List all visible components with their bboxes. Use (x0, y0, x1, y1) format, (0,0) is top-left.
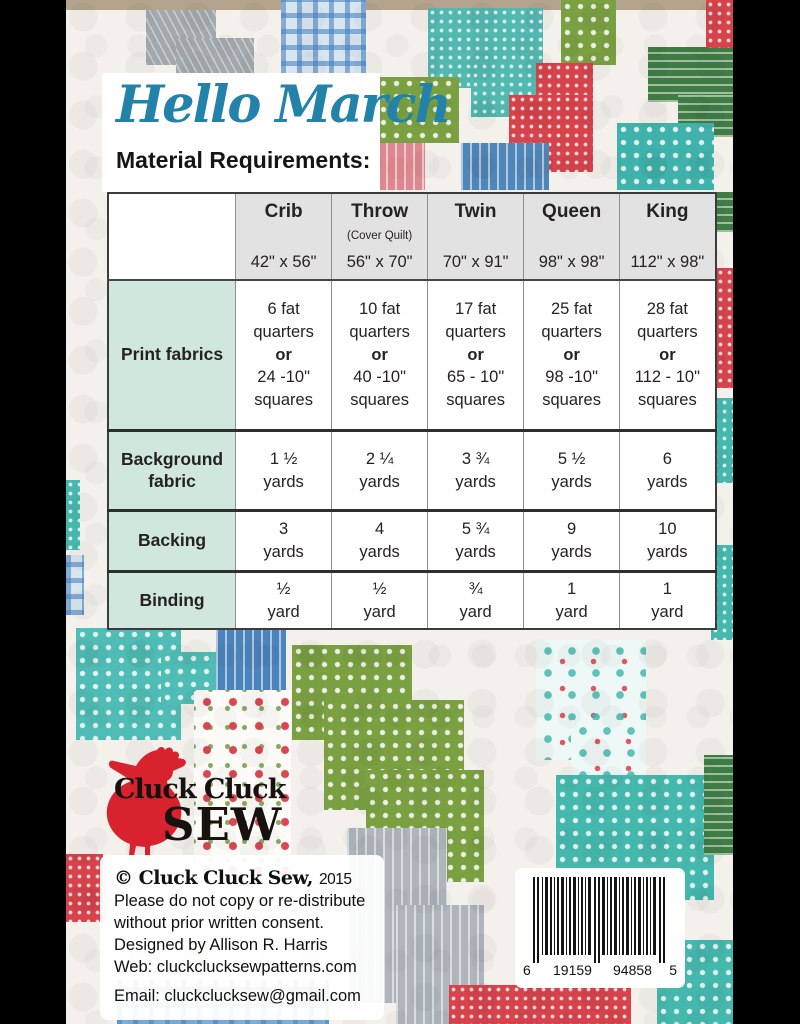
cell-print-crib: 6 fat quarters or 24 -10" squares (235, 280, 333, 432)
barcode-digits: 6 19159 94858 5 (523, 962, 677, 978)
photo-top-edge (66, 0, 733, 10)
table-row-backing: Backing 3 yards 4 yards 5 ¾ yards 9 yards 10… (107, 510, 717, 573)
credits-box: © Cluck Cluck Sew, 2015 Please do not co… (100, 855, 384, 1020)
fabric-patch-darkgreen-top (648, 47, 733, 102)
fabric-patch-green-dots-mid (377, 77, 459, 143)
cell-print-king: 28 fat quarters or 112 - 10" squares (619, 280, 717, 432)
fabric-patch-aqua-top-step (471, 62, 543, 117)
chicken-logo-icon (106, 747, 186, 856)
fabric-sliver-blue-left (66, 555, 84, 615)
cell-binding-throw: ½ yard (331, 571, 429, 629)
row-label-backing: Backing (107, 510, 237, 573)
email-line: Email: cluckclucksew@gmail.com (114, 987, 361, 1006)
fabric-patch-darkgreen-right (704, 755, 733, 855)
cell-binding-queen: 1 yard (523, 571, 621, 629)
website-line: Web: cluckclucksewpatterns.com (114, 958, 357, 977)
copy-notice-line-2: without prior written consent. (114, 914, 325, 933)
column-header-throw: Throw (Cover Quilt) 56" x 70" (331, 193, 429, 281)
cell-print-twin: 17 fat quarters or 65 - 10" squares (427, 280, 525, 432)
row-label-binding: Binding (107, 571, 237, 629)
cell-backing-king: 10 yards (619, 510, 717, 573)
fabric-patch-red-corner (706, 0, 733, 48)
cell-background-throw: 2 ¼ yards (331, 430, 429, 512)
fabric-patch-aqua-dots-bl (76, 628, 181, 740)
cell-binding-crib: ½ yard (235, 571, 333, 629)
material-requirements-table: Crib 42" x 56" Throw (Cover Quilt) 56" x 70… (107, 192, 717, 630)
cell-print-queen: 25 fat quarters or 98 -10" squares (523, 280, 621, 432)
fabric-patch-pink-stripes (377, 143, 425, 190)
table-row-binding: Binding ½ yard ½ yard ¾ yard 1 yard 1 yard (107, 571, 717, 629)
page-title: Hello March (116, 75, 452, 135)
designer-line: Designed by Allison R. Harris (114, 936, 328, 955)
cell-backing-twin: 5 ¾ yards (427, 510, 525, 573)
table-header-row: Crib 42" x 56" Throw (Cover Quilt) 56" x 70… (107, 193, 717, 281)
row-label-print-fabrics: Print fabrics (107, 280, 237, 432)
fabric-patch-blue-plaid-top (281, 0, 366, 82)
column-header-queen: Queen 98" x 98" (523, 193, 621, 281)
cell-background-twin: 3 ¾ yards (427, 430, 525, 512)
column-header-crib: Crib 42" x 56" (235, 193, 333, 281)
quilt-photo-background: Hello March Material Requirements: Crib 4… (66, 0, 733, 1024)
cell-print-throw: 10 fat quarters or 40 -10" squares (331, 280, 429, 432)
cell-background-crib: 1 ½ yards (235, 430, 333, 512)
upc-barcode: 6 19159 94858 5 (515, 868, 685, 988)
fabric-patch-red-floral-white (194, 690, 291, 875)
cell-background-queen: 5 ½ yards (523, 430, 621, 512)
cell-backing-queen: 9 yards (523, 510, 621, 573)
cell-binding-king: 1 yard (619, 571, 717, 629)
logo-line-1: Cluck Cluck (114, 774, 286, 805)
table-row-print-fabrics: Print fabrics 6 fat quarters or 24 -10" sq… (107, 280, 717, 432)
row-label-background-fabric: Background fabric (107, 430, 237, 512)
fabric-patch-blue-stripes-top (461, 143, 549, 190)
cell-backing-throw: 4 yards (331, 510, 429, 573)
title-box: Hello March Material Requirements: (102, 73, 452, 192)
fabric-patch-gray-stripes-2 (396, 905, 484, 1024)
copyright-line: © Cluck Cluck Sew, 2015 (114, 867, 352, 889)
copy-notice-line-1: Please do not copy or re-distribute (114, 892, 366, 911)
fabric-patch-aqua-floral-step (571, 720, 646, 775)
material-requirements-heading: Material Requirements: (116, 147, 371, 173)
cell-background-king: 6 yards (619, 430, 717, 512)
fabric-patch-green-dots-tr (561, 0, 616, 65)
barcode-bars (533, 877, 665, 963)
fabric-patch-gray-1 (146, 10, 216, 65)
fabric-sliver-teal-left (66, 480, 80, 550)
cell-backing-crib: 3 yards (235, 510, 333, 573)
fabric-patch-red-left-edge (66, 854, 103, 922)
column-header-king: King 112" x 98" (619, 193, 717, 281)
column-header-twin: Twin 70" x 91" (427, 193, 525, 281)
fabric-patch-teal-dots-top (617, 123, 714, 190)
cell-binding-twin: ¾ yard (427, 571, 525, 629)
fabric-patch-red-dots-bottom (449, 985, 631, 1024)
cluck-cluck-sew-logo: Cluck Cluck SEW (102, 744, 332, 862)
table-corner-cell (107, 193, 237, 281)
logo-line-2: SEW (162, 798, 283, 851)
